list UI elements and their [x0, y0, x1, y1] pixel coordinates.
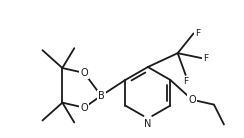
Text: B: B [98, 91, 104, 101]
Text: N: N [144, 120, 152, 129]
Text: F: F [183, 77, 188, 86]
Text: O: O [81, 68, 88, 78]
Text: O: O [81, 103, 88, 113]
Text: F: F [203, 54, 209, 63]
Text: F: F [196, 29, 201, 38]
Text: O: O [188, 95, 196, 105]
